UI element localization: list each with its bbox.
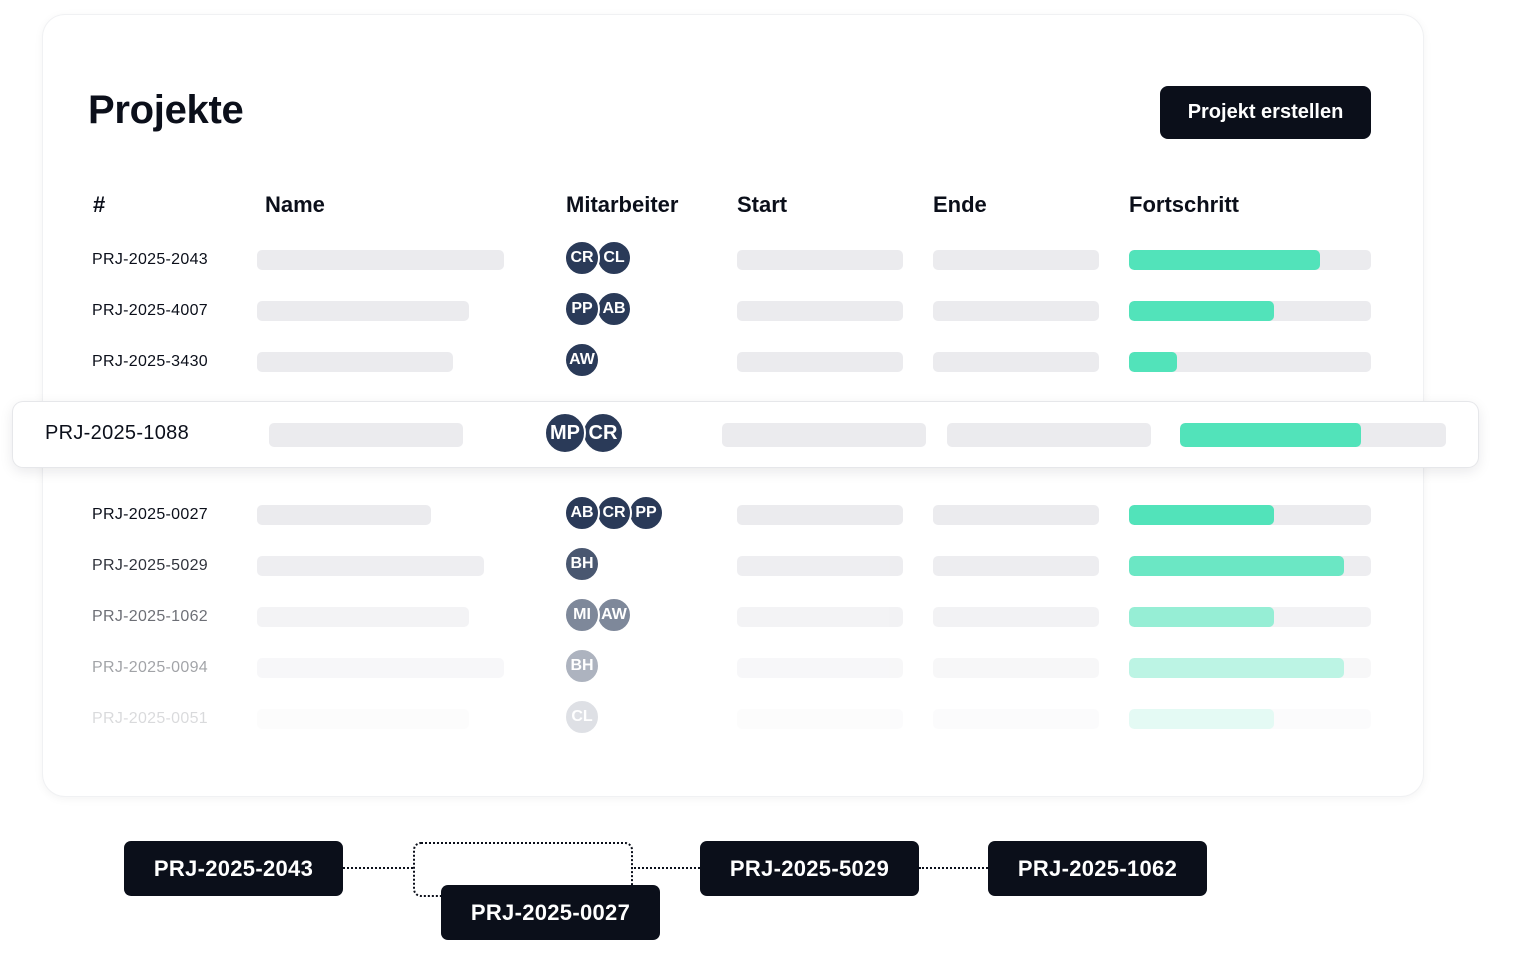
start-placeholder <box>737 250 903 270</box>
progress-fill <box>1129 709 1275 729</box>
column-header-end[interactable]: Ende <box>933 192 987 217</box>
progress-fill <box>1129 658 1345 678</box>
project-id: PRJ-2025-1062 <box>92 608 208 625</box>
avatar: BH <box>564 648 600 684</box>
table-row[interactable]: PRJ-2025-0051 CL <box>0 699 1518 739</box>
progress-bar <box>1129 709 1371 729</box>
flow-chip[interactable]: PRJ-2025-2043 <box>124 841 343 896</box>
name-placeholder <box>269 423 463 447</box>
end-placeholder <box>933 556 1099 576</box>
flow-connector <box>919 867 988 869</box>
end-placeholder <box>933 301 1099 321</box>
create-project-button[interactable]: Projekt erstellen <box>1160 86 1371 139</box>
progress-fill <box>1129 556 1345 576</box>
progress-fill <box>1129 301 1275 321</box>
avatar: BH <box>564 546 600 582</box>
start-placeholder <box>737 505 903 525</box>
project-id: PRJ-2025-0027 <box>92 506 208 523</box>
start-placeholder <box>737 352 903 372</box>
progress-bar <box>1180 423 1446 447</box>
table-row[interactable]: PRJ-2025-5029 BH <box>0 546 1518 586</box>
progress-bar <box>1129 301 1371 321</box>
avatar: PP <box>628 495 664 531</box>
start-placeholder <box>737 658 903 678</box>
project-id: PRJ-2025-3430 <box>92 353 208 370</box>
progress-bar <box>1129 250 1371 270</box>
project-id: PRJ-2025-2043 <box>92 251 208 268</box>
avatar: PP <box>564 291 600 327</box>
end-placeholder <box>933 352 1099 372</box>
page-title: Projekte <box>88 88 244 132</box>
end-placeholder <box>947 423 1151 447</box>
name-placeholder <box>257 250 504 270</box>
avatar: CL <box>564 699 600 735</box>
progress-bar <box>1129 607 1371 627</box>
start-placeholder <box>737 607 903 627</box>
flow-chip-dragging[interactable]: PRJ-2025-0027 <box>441 885 660 940</box>
table-row[interactable]: PRJ-2025-2043 CR CL <box>0 240 1518 280</box>
end-placeholder <box>933 658 1099 678</box>
end-placeholder <box>933 709 1099 729</box>
start-placeholder <box>722 423 926 447</box>
avatar: CR <box>582 412 624 454</box>
start-placeholder <box>737 709 903 729</box>
progress-bar <box>1129 352 1371 372</box>
name-placeholder <box>257 301 469 321</box>
progress-fill <box>1129 505 1275 525</box>
progress-fill <box>1180 423 1361 447</box>
name-placeholder <box>257 505 431 525</box>
avatar: CR <box>596 495 632 531</box>
column-header-number[interactable]: # <box>93 192 106 217</box>
table-row[interactable]: PRJ-2025-3430 AW <box>0 342 1518 382</box>
avatar: CL <box>596 240 632 276</box>
avatar: CR <box>564 240 600 276</box>
start-placeholder <box>737 556 903 576</box>
project-id: PRJ-2025-0094 <box>92 659 208 676</box>
highlighted-row[interactable]: PRJ-2025-1088 MP CR <box>13 402 1478 467</box>
project-id: PRJ-2025-4007 <box>92 302 208 319</box>
flow-connector <box>631 867 700 869</box>
table-row[interactable]: PRJ-2025-4007 PP AB <box>0 291 1518 331</box>
avatar: AB <box>564 495 600 531</box>
progress-fill <box>1129 352 1178 372</box>
name-placeholder <box>257 658 504 678</box>
avatar: MI <box>564 597 600 633</box>
avatar: AB <box>596 291 632 327</box>
name-placeholder <box>257 709 469 729</box>
name-placeholder <box>257 607 469 627</box>
end-placeholder <box>933 607 1099 627</box>
flow-connector <box>343 867 413 869</box>
table-row[interactable]: PRJ-2025-1062 MI AW <box>0 597 1518 637</box>
progress-fill <box>1129 607 1275 627</box>
project-id: PRJ-2025-5029 <box>92 557 208 574</box>
column-header-start[interactable]: Start <box>737 192 788 217</box>
column-header-name[interactable]: Name <box>265 192 325 217</box>
table-row[interactable]: PRJ-2025-0027 AB CR PP <box>0 495 1518 535</box>
avatar: AW <box>596 597 632 633</box>
avatar: MP <box>544 412 586 454</box>
progress-bar <box>1129 658 1371 678</box>
progress-bar <box>1129 505 1371 525</box>
column-header-progress[interactable]: Fortschritt <box>1129 192 1239 217</box>
project-id: PRJ-2025-0051 <box>92 710 208 727</box>
name-placeholder <box>257 352 453 372</box>
name-placeholder <box>257 556 484 576</box>
start-placeholder <box>737 301 903 321</box>
project-id: PRJ-2025-1088 <box>45 422 189 444</box>
avatar: AW <box>564 342 600 378</box>
flow-chip[interactable]: PRJ-2025-5029 <box>700 841 919 896</box>
progress-fill <box>1129 250 1321 270</box>
progress-bar <box>1129 556 1371 576</box>
table-row[interactable]: PRJ-2025-0094 BH <box>0 648 1518 688</box>
end-placeholder <box>933 250 1099 270</box>
end-placeholder <box>933 505 1099 525</box>
flow-chip[interactable]: PRJ-2025-1062 <box>988 841 1207 896</box>
column-header-members[interactable]: Mitarbeiter <box>566 192 679 217</box>
